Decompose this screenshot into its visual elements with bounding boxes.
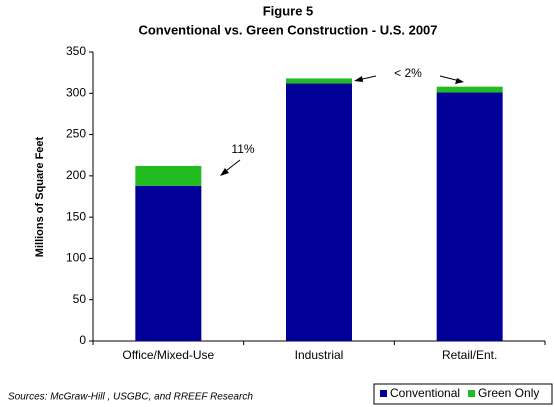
source: Sources: McGraw-Hill , USGBC, and RREEF … <box>8 392 253 403</box>
bar-segment <box>286 83 352 342</box>
y-tick-label: 250 <box>66 127 86 141</box>
x-tick-label: Retail/Ent. <box>442 348 497 362</box>
x-tick-label: Industrial <box>295 348 344 362</box>
chart-subtitle: Conventional vs. Green Construction - U.… <box>138 22 437 37</box>
bar-segment <box>135 185 202 341</box>
arrows <box>220 75 464 176</box>
y-tick-label: 150 <box>66 209 86 223</box>
y-tick-label: 50 <box>73 292 87 306</box>
legend-box <box>373 383 553 405</box>
y-axis-label: Millions of Square Feet <box>34 136 46 257</box>
bar-segment <box>436 92 503 342</box>
y-tick-label: 350 <box>66 44 86 58</box>
legend-label: Green Only <box>478 386 539 400</box>
annotation: < 2% <box>394 66 422 80</box>
legend-swatch <box>380 390 387 397</box>
y-tick-label: 200 <box>66 168 86 182</box>
annotation: 11% <box>231 142 254 156</box>
bar-segment <box>436 86 503 93</box>
bar-segment <box>286 78 352 84</box>
bar-segment <box>135 165 202 186</box>
y-tick-label: 300 <box>66 85 86 99</box>
chart-title: Figure 5 <box>263 3 314 18</box>
x-tick-label: Office/Mixed-Use <box>122 348 214 362</box>
y-tick-label: 0 <box>79 333 86 347</box>
legend-label: Conventional <box>390 386 460 400</box>
y-tick-label: 100 <box>66 251 86 265</box>
legend-swatch <box>468 390 475 397</box>
